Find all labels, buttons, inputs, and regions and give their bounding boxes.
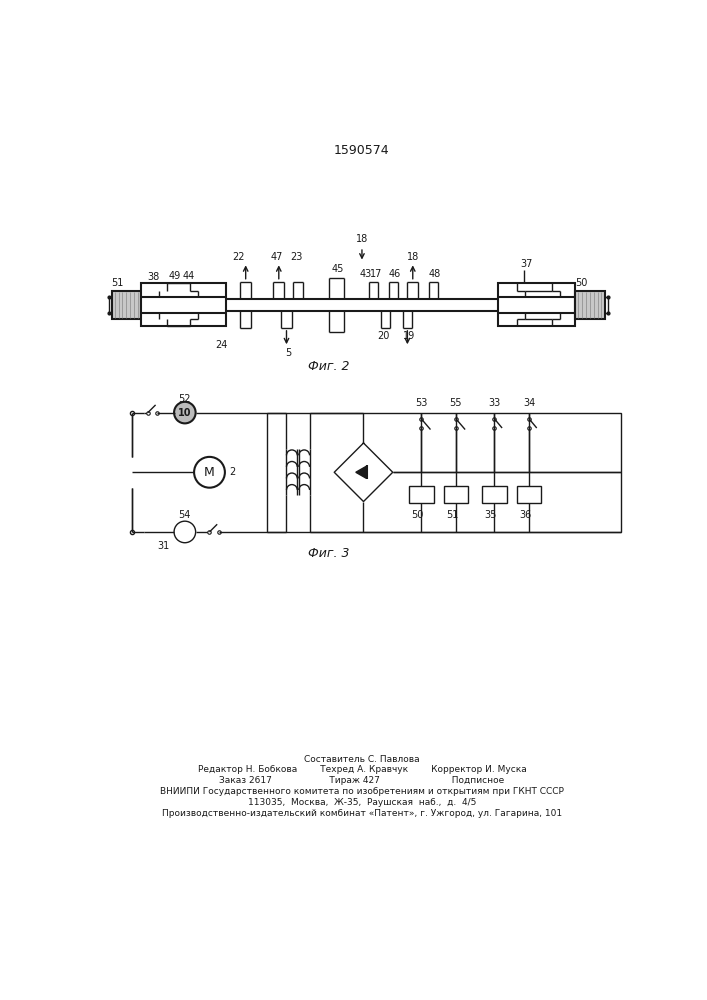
Bar — [498, 283, 575, 326]
Text: Производственно-издательский комбинат «Патент», г. Ужгород, ул. Гагарина, 101: Производственно-издательский комбинат «П… — [162, 808, 562, 818]
Text: 113035,  Москва,  Ж-35,  Раушская  наб.,  д.  4/5: 113035, Москва, Ж-35, Раушская наб., д. … — [247, 798, 476, 807]
Bar — [267, 413, 621, 532]
Text: 51: 51 — [111, 278, 123, 288]
Text: 45: 45 — [332, 264, 344, 274]
Text: 18: 18 — [407, 252, 419, 262]
Text: 43: 43 — [360, 269, 372, 279]
Text: 36: 36 — [519, 510, 532, 520]
Text: ВНИИПИ Государственного комитета по изобретениям и открытиям при ГКНТ СССР: ВНИИПИ Государственного комитета по изоб… — [160, 787, 564, 796]
Bar — [575, 291, 604, 319]
Text: 24: 24 — [215, 340, 227, 350]
Text: 37: 37 — [520, 259, 533, 269]
Text: 20: 20 — [378, 331, 390, 341]
Text: 49: 49 — [169, 271, 181, 281]
Text: Заказ 2617                    Тираж 427                         Подписное: Заказ 2617 Тираж 427 Подписное — [219, 776, 505, 785]
Text: 54: 54 — [179, 510, 191, 520]
Text: 18: 18 — [356, 234, 368, 244]
Text: 23: 23 — [291, 252, 303, 262]
Text: 55: 55 — [450, 398, 462, 408]
Bar — [443, 486, 468, 503]
Text: Редактор Н. Бобкова        Техред А. Кравчук        Корректор И. Муска: Редактор Н. Бобкова Техред А. Кравчук Ко… — [197, 765, 526, 774]
Text: 50: 50 — [411, 510, 423, 520]
Text: Составитель С. Павлова: Составитель С. Павлова — [304, 755, 420, 764]
Text: Фиг. 3: Фиг. 3 — [308, 547, 349, 560]
Text: 35: 35 — [484, 510, 497, 520]
Polygon shape — [356, 466, 366, 478]
Text: 33: 33 — [489, 398, 501, 408]
Bar — [141, 283, 226, 326]
Text: 44: 44 — [182, 271, 195, 281]
Text: M: M — [204, 466, 215, 479]
Text: 5: 5 — [286, 348, 292, 358]
Text: 47: 47 — [270, 252, 283, 262]
Text: 2: 2 — [230, 467, 235, 477]
Text: 34: 34 — [523, 398, 535, 408]
Text: 52: 52 — [179, 394, 191, 404]
Text: 38: 38 — [147, 272, 159, 282]
Text: 10: 10 — [178, 408, 192, 418]
Text: Фиг. 2: Фиг. 2 — [308, 360, 349, 373]
Text: 46: 46 — [388, 269, 400, 279]
Text: 22: 22 — [233, 252, 245, 262]
Text: 53: 53 — [415, 398, 428, 408]
Bar — [517, 486, 542, 503]
Text: 31: 31 — [157, 541, 170, 551]
Bar — [112, 291, 141, 319]
Text: 1590574: 1590574 — [334, 144, 390, 157]
Text: 17: 17 — [370, 269, 382, 279]
Bar — [482, 486, 507, 503]
Text: 51: 51 — [446, 510, 458, 520]
Text: 50: 50 — [575, 278, 588, 288]
Circle shape — [174, 402, 196, 423]
Bar — [409, 486, 433, 503]
Text: 48: 48 — [428, 269, 440, 279]
Text: 19: 19 — [403, 331, 415, 341]
